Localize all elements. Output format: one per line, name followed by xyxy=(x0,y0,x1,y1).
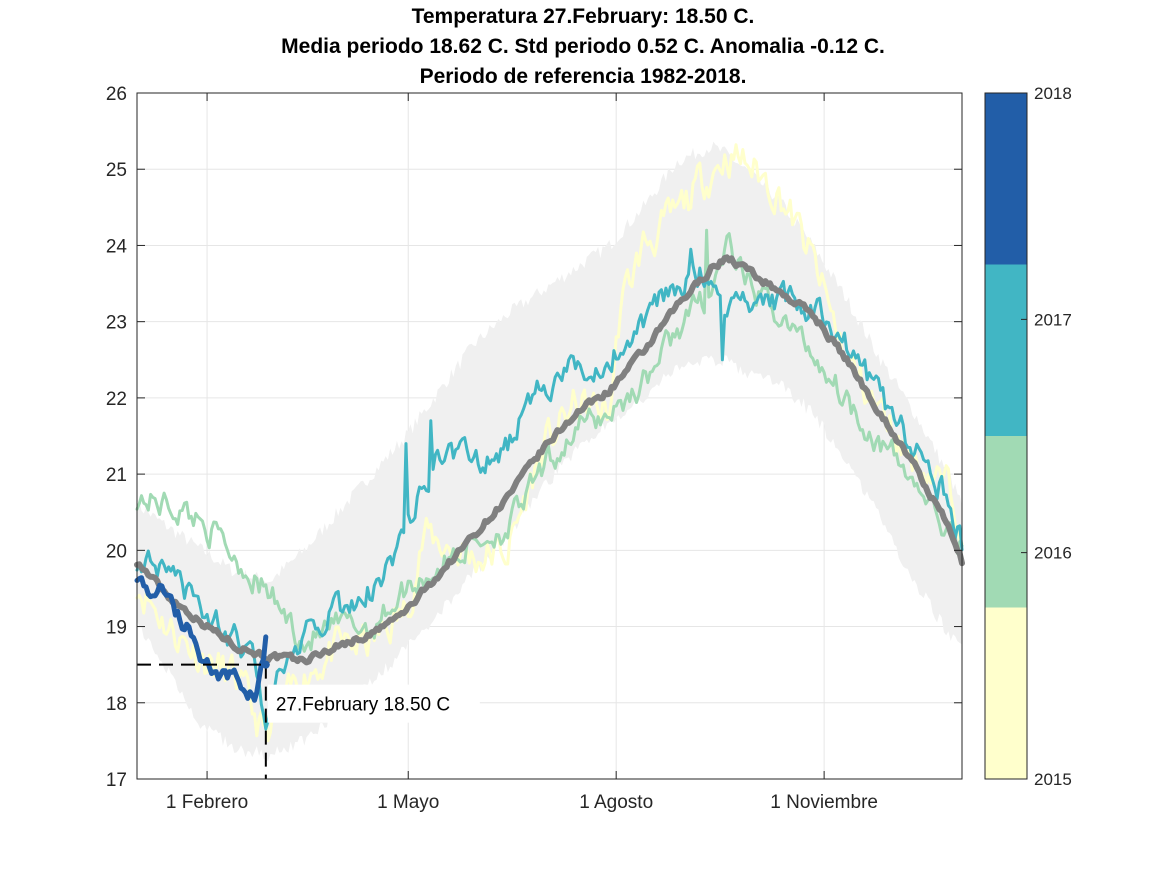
chart-title-line-2: Media periodo 18.62 C. Std periodo 0.52 … xyxy=(281,35,885,58)
colorbar-label-2018: 2018 xyxy=(1034,84,1072,103)
colorbar: 2018 2017 2016 2015 xyxy=(984,84,1072,789)
x-tick-label: 1 Agosto xyxy=(579,792,653,813)
colorbar-frame xyxy=(984,92,1028,780)
colorbar-segment-2018 xyxy=(985,93,1027,265)
y-tick-label: 17 xyxy=(106,770,127,791)
x-tick-label: 1 Mayo xyxy=(377,792,439,813)
y-tick-label: 18 xyxy=(106,694,127,715)
chart-title-group: Temperatura 27.February: 18.50 C. Media p… xyxy=(281,5,885,88)
y-tick-label: 25 xyxy=(106,160,127,181)
y-tick-label: 21 xyxy=(106,465,127,486)
annotation-box xyxy=(267,684,480,723)
colorbar-segment-2017 xyxy=(985,264,1027,436)
colorbar-label-2016: 2016 xyxy=(1034,544,1072,563)
colorbar-segment-2015 xyxy=(985,607,1027,779)
y-tick-label: 22 xyxy=(106,389,127,410)
y-tick-label: 23 xyxy=(106,313,127,334)
chart-title-line-1: Temperatura 27.February: 18.50 C. xyxy=(412,5,755,28)
annotation-marker xyxy=(261,660,270,669)
y-tick-label: 26 xyxy=(106,84,127,105)
tick-labels: 17 18 19 20 21 22 23 24 25 26 1 Febrero 1 Mayo 1 Ago… xyxy=(106,84,878,813)
axes-box xyxy=(136,92,963,780)
axes-frame xyxy=(136,92,963,780)
x-tick-label: 1 Noviembre xyxy=(770,792,878,813)
annotation-group: 27.February 18.50 C xyxy=(137,660,480,779)
y-tick-label: 19 xyxy=(106,618,127,639)
mean-line xyxy=(134,254,965,666)
colorbar-segment-2016 xyxy=(985,436,1027,608)
colorbar-label-2015: 2015 xyxy=(1034,770,1072,789)
chart-title-line-3: Periodo de referencia 1982-2018. xyxy=(420,65,747,88)
colorbar-label-2017: 2017 xyxy=(1034,310,1072,329)
x-tick-label: 1 Febrero xyxy=(166,792,248,813)
annotation-label: 27.February 18.50 C xyxy=(276,695,450,716)
y-tick-label: 20 xyxy=(106,541,127,562)
y-tick-label: 24 xyxy=(106,236,128,257)
series-2018-line xyxy=(134,575,269,703)
series-2016-line xyxy=(135,228,964,653)
